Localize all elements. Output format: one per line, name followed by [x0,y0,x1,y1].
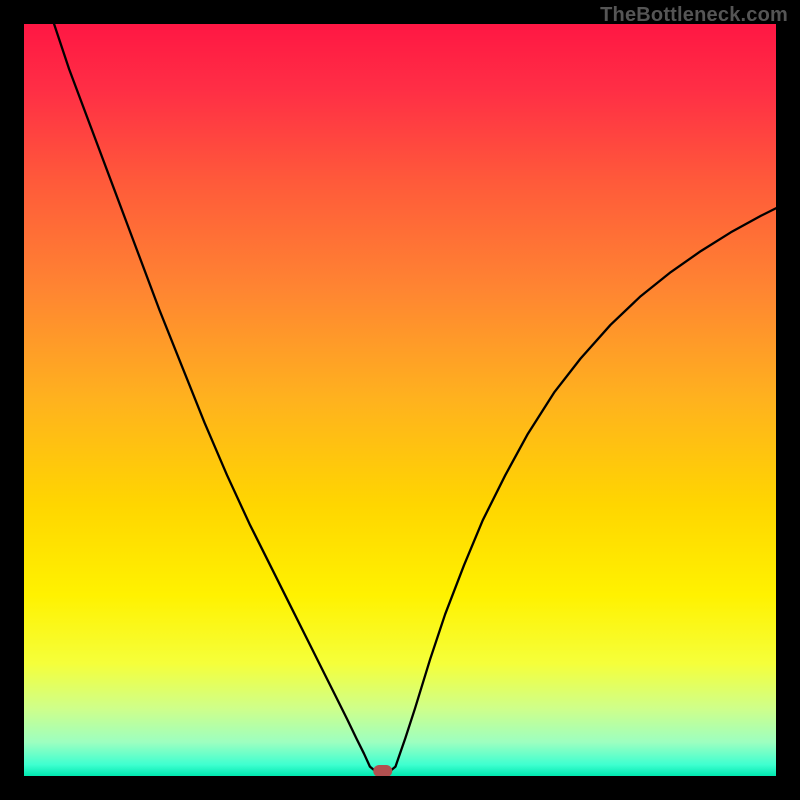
optimal-point-marker [373,765,393,776]
watermark-text: TheBottleneck.com [600,4,788,27]
curve-path [54,24,776,770]
bottleneck-curve [24,24,776,776]
canvas-frame: TheBottleneck.com [0,0,800,800]
plot-area [24,24,776,776]
